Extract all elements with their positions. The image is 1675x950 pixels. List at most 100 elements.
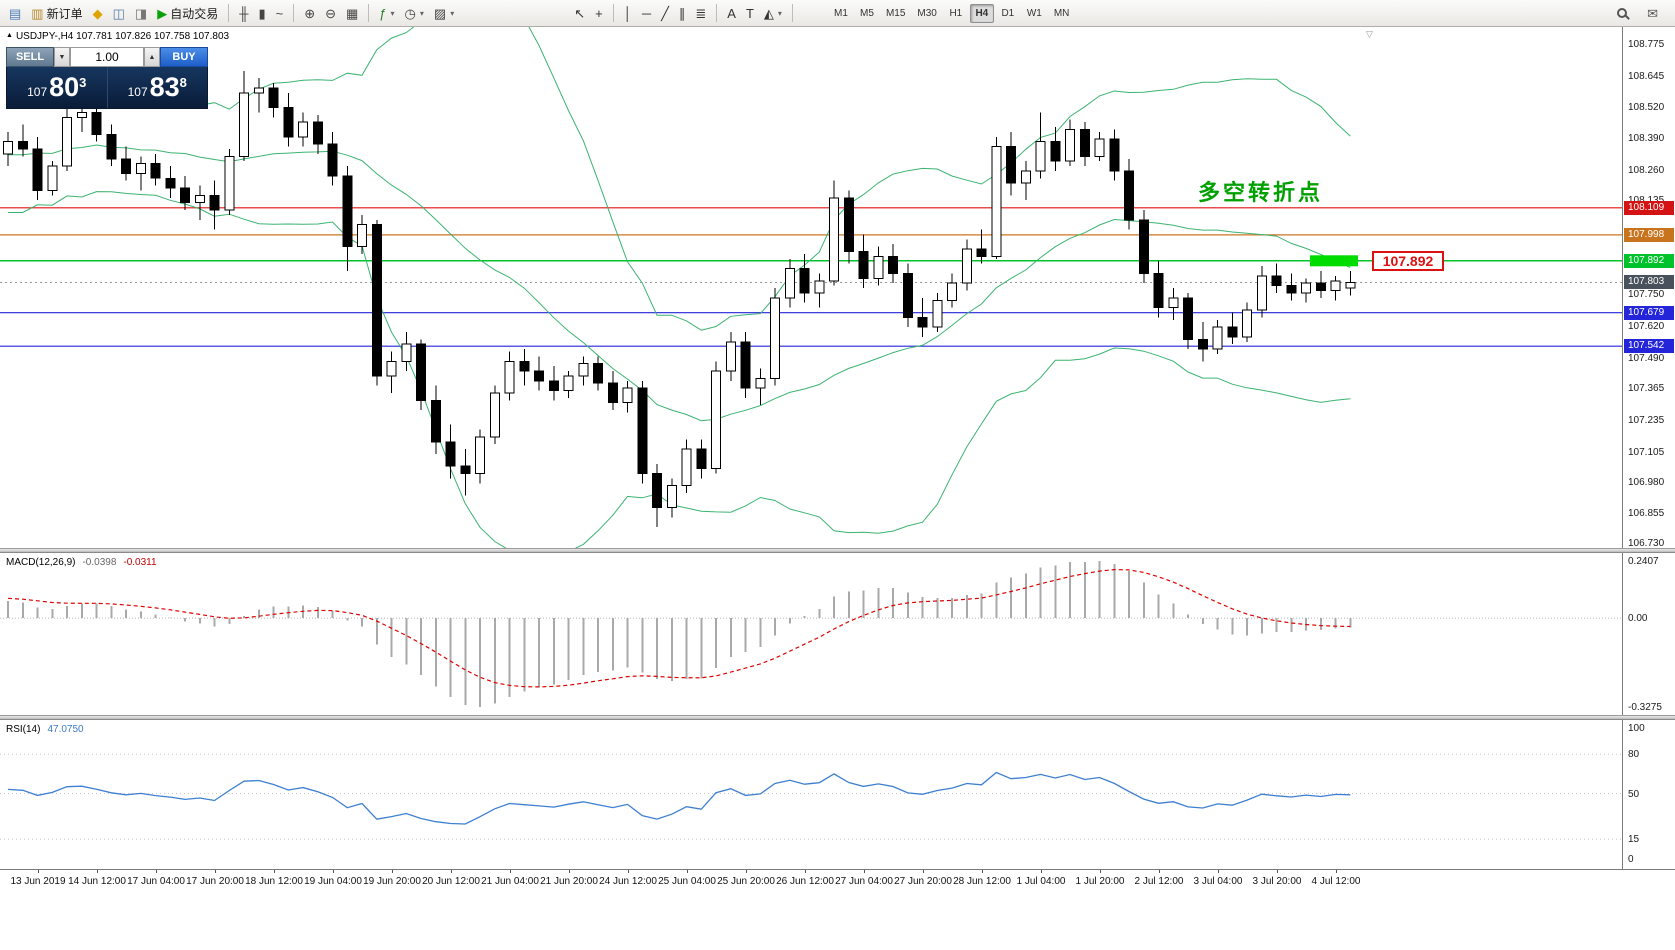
search-icon[interactable] <box>1613 2 1631 24</box>
buy-button[interactable]: BUY <box>160 47 208 67</box>
periods-icon[interactable]: ◷ ▾ <box>404 5 424 21</box>
data-window-icon[interactable]: ◨ <box>134 5 148 21</box>
rsi-axis[interactable]: 100 80 50 15 0 <box>1622 720 1675 869</box>
timeframe-m30[interactable]: M30 <box>917 7 937 19</box>
time-axis-label: 13 Jun 2019 <box>10 876 66 887</box>
rsi-axis-label: 0 <box>1628 854 1634 865</box>
trendline-icon[interactable]: ╱ <box>661 5 669 21</box>
rsi-axis-label: 100 <box>1628 723 1645 734</box>
buy-price-big: 83 <box>149 72 180 102</box>
candlestick-chart[interactable] <box>0 27 1622 548</box>
time-axis-label: 2 Jul 12:00 <box>1134 876 1184 887</box>
indicators-icon[interactable]: ƒ ▾ <box>379 5 395 21</box>
macd-axis-label: 0.2407 <box>1628 556 1659 567</box>
time-axis-tick <box>215 870 216 873</box>
rsi-panel: 100 80 50 15 0 RSI(14) 47.0750 <box>0 720 1675 869</box>
new-order-button[interactable]: ▥ 新订单 <box>31 5 83 21</box>
vertical-line-icon[interactable]: │ <box>623 5 632 21</box>
mql5-community-icon[interactable]: ◆ <box>92 5 103 21</box>
chart-profiles-icon[interactable]: ◫ <box>112 5 125 21</box>
macd-panel: 0.2407 0.00 -0.3275 MACD(12,26,9) -0.0398 -0… <box>0 553 1675 715</box>
text-icon[interactable]: A <box>727 5 736 21</box>
text-label-icon[interactable]: T <box>745 5 754 21</box>
volume-up-button[interactable]: ▲ <box>144 47 160 67</box>
rsi-chart[interactable] <box>0 720 1622 869</box>
time-axis-label: 24 Jun 12:00 <box>599 876 657 887</box>
time-axis-label: 27 Jun 20:00 <box>894 876 952 887</box>
rsi-axis-label: 80 <box>1628 749 1640 760</box>
buy-price-pip: 8 <box>179 74 187 90</box>
time-axis-tick <box>864 870 865 873</box>
sell-price[interactable]: 107 80 3 <box>7 67 107 108</box>
messages-icon[interactable]: ✉ <box>1647 5 1658 21</box>
arrows-icon[interactable]: ◭ ▾ <box>763 5 782 21</box>
price-axis-label: 108.260 <box>1628 165 1665 176</box>
timeframe-w1[interactable]: W1 <box>1026 7 1042 19</box>
templates-icon[interactable]: ▨ ▾ <box>433 5 455 21</box>
volume-down-button[interactable]: ▼ <box>54 47 70 67</box>
time-axis-label: 17 Jun 04:00 <box>127 876 185 887</box>
cursor-icon[interactable]: ↖ <box>574 5 586 21</box>
line-chart-icon[interactable]: ~ <box>275 5 284 21</box>
timeframe-d1[interactable]: D1 <box>1001 7 1015 19</box>
macd-axis[interactable]: 0.2407 0.00 -0.3275 <box>1622 553 1675 715</box>
price-axis-label: 107.490 <box>1628 353 1665 364</box>
time-axis-tick <box>451 870 452 873</box>
volume-input[interactable]: 1.00 <box>70 47 144 67</box>
macd-chart[interactable] <box>0 553 1622 715</box>
buy-price[interactable]: 107 83 8 <box>108 67 208 108</box>
channel-icon[interactable]: ∥ <box>678 5 686 21</box>
timeframe-mn[interactable]: MN <box>1053 7 1070 19</box>
time-axis-label: 21 Jun 20:00 <box>540 876 598 887</box>
candlestick-chart-icon[interactable]: ▮ <box>258 5 266 21</box>
time-axis[interactable]: 13 Jun 2019 14 Jun 12:00 17 Jun 04:00 17 Ju… <box>0 869 1675 891</box>
rsi-value: 47.0750 <box>47 724 84 735</box>
fibonacci-icon[interactable]: ≣ <box>695 5 707 21</box>
autotrading-button[interactable]: ▶ 自动交易 <box>157 5 219 21</box>
toolbar-separator <box>228 4 230 22</box>
time-axis-tick <box>38 870 39 873</box>
horizontal-line-icon[interactable]: ─ <box>641 5 652 21</box>
rsi-title: RSI(14) <box>6 724 41 735</box>
panel-separator[interactable] <box>0 548 1675 553</box>
sell-button[interactable]: SELL <box>6 47 54 67</box>
time-axis-tick <box>392 870 393 873</box>
timeframe-m15[interactable]: M15 <box>885 7 906 19</box>
time-axis-tick <box>1159 870 1160 873</box>
new-chart-icon[interactable]: ▤ <box>9 5 22 21</box>
price-axis-badge: 107.679 <box>1624 306 1674 320</box>
time-axis-tick <box>687 870 688 873</box>
macd-axis-label: 0.00 <box>1628 613 1648 624</box>
time-axis-label: 4 Jul 12:00 <box>1311 876 1361 887</box>
time-axis-tick <box>746 870 747 873</box>
time-axis-label: 17 Jun 20:00 <box>186 876 244 887</box>
price-axis-label: 108.390 <box>1628 133 1665 144</box>
timeframe-h4[interactable]: H4 <box>969 3 994 23</box>
timeframe-m1[interactable]: M1 <box>833 7 848 19</box>
zoom-in-icon[interactable]: ⊕ <box>304 5 316 21</box>
bar-chart-icon[interactable]: ╫ <box>239 5 249 21</box>
toolbar-separator <box>612 4 614 22</box>
time-axis-tick <box>97 870 98 873</box>
time-axis-label: 1 Jul 04:00 <box>1016 876 1066 887</box>
price-axis-label: 107.365 <box>1628 383 1665 394</box>
symbol-ohlc-text: USDJPY-,H4 107.781 107.826 107.758 107.8… <box>15 31 230 42</box>
zoom-out-icon[interactable]: ⊖ <box>325 5 336 21</box>
macd-value-signal: -0.0311 <box>123 557 157 568</box>
panel-separator[interactable] <box>0 715 1675 720</box>
time-axis-tick <box>982 870 983 873</box>
macd-axis-label: -0.3275 <box>1628 702 1662 713</box>
timeframe-m5[interactable]: M5 <box>859 7 874 19</box>
one-click-trading-widget: SELL ▼ 1.00 ▲ BUY 107 80 3 107 83 8 <box>6 47 208 109</box>
tile-windows-icon[interactable]: ▦ <box>346 5 359 21</box>
timeframe-h1[interactable]: H1 <box>949 7 963 19</box>
time-axis-label: 3 Jul 04:00 <box>1193 876 1243 887</box>
price-axis[interactable]: 108.775 108.645 108.520 108.390 108.260 108.1… <box>1622 27 1675 549</box>
time-axis-label: 19 Jun 20:00 <box>363 876 421 887</box>
time-axis-label: 27 Jun 04:00 <box>835 876 893 887</box>
time-axis-label: 28 Jun 12:00 <box>953 876 1011 887</box>
toolbar-right-group: ✉ <box>1612 2 1671 24</box>
crosshair-icon[interactable]: + <box>595 5 603 21</box>
main-chart-panel: 108.775 108.645 108.520 108.390 108.260 108.1… <box>0 27 1675 549</box>
